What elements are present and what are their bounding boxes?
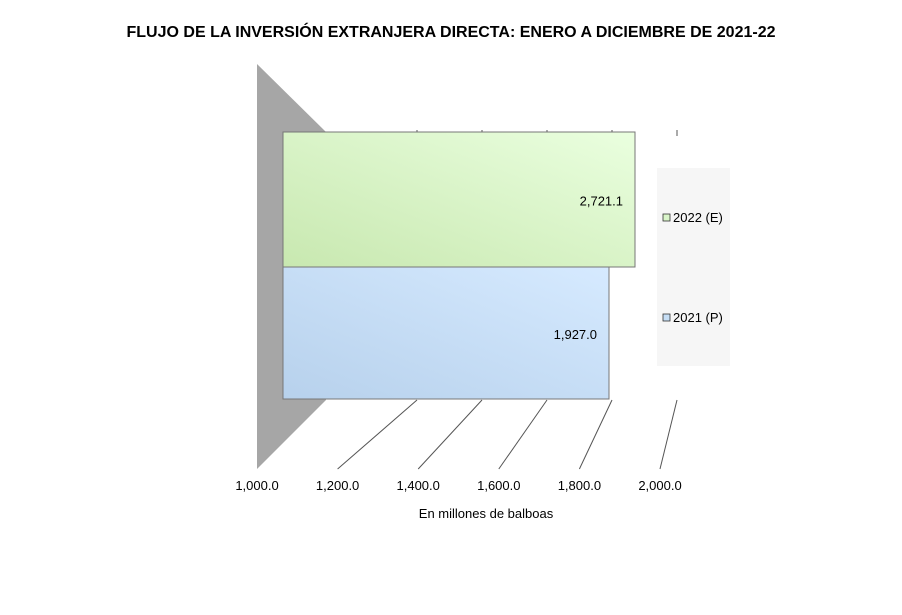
x-tick-label: 1,600.0 <box>477 478 520 493</box>
legend: 2022 (E) 2021 (P) <box>662 210 723 325</box>
gridline-floor <box>578 399 613 470</box>
gridlines <box>337 130 678 470</box>
legend-swatch <box>662 313 671 322</box>
x-tick-labels: 1,000.0 1,200.0 1,400.0 1,600.0 1,800.0 2,000… <box>235 478 681 493</box>
bar-1 <box>282 266 610 400</box>
gridline-floor <box>417 399 483 470</box>
x-tick-label: 1,800.0 <box>558 478 601 493</box>
bar-data-label: 2,721.1 <box>580 194 623 209</box>
bars: 2,721.1 1,927.0 <box>282 131 636 400</box>
legend-box <box>657 168 730 366</box>
x-tick-label: 1,400.0 <box>397 478 440 493</box>
legend-swatch <box>662 213 671 222</box>
x-tick-label: 1,000.0 <box>235 478 278 493</box>
gridline-floor <box>498 399 548 470</box>
x-tick-label: 2,000.0 <box>638 478 681 493</box>
gridline-floor <box>337 399 418 470</box>
bar-data-label: 1,927.0 <box>554 327 597 342</box>
legend-label: 2021 (P) <box>673 310 723 325</box>
x-tick-label: 1,200.0 <box>316 478 359 493</box>
chart-title: FLUJO DE LA INVERSIÓN EXTRANJERA DIRECTA… <box>126 24 776 41</box>
gridline-floor <box>659 399 678 470</box>
legend-label: 2022 (E) <box>673 210 723 225</box>
x-axis-title: En millones de balboas <box>419 506 554 521</box>
bar-0 <box>282 131 636 268</box>
